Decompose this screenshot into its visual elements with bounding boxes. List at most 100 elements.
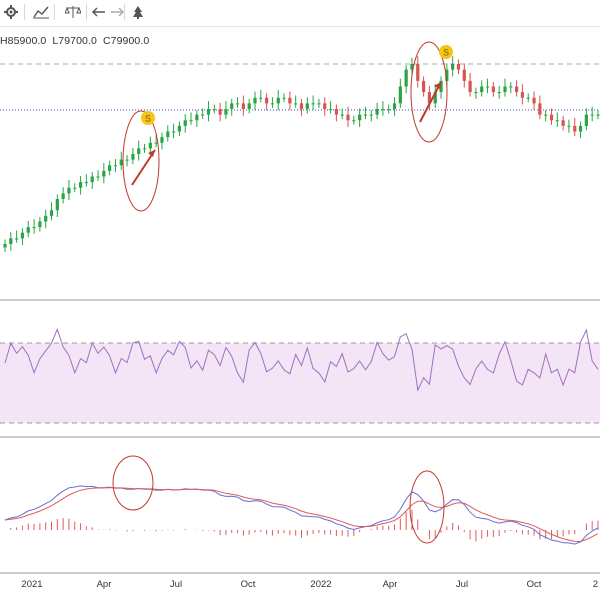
candle-body <box>224 109 228 115</box>
candle-body <box>381 109 385 110</box>
candle-body <box>241 103 245 109</box>
candle-body <box>346 114 350 121</box>
candle-body <box>125 159 129 161</box>
signal-marker[interactable]: S <box>141 111 155 125</box>
candle-body <box>555 120 559 122</box>
candle-body <box>108 165 112 171</box>
candle-body <box>515 86 519 93</box>
alert-tree-icon[interactable] <box>127 2 149 22</box>
compare-scale-icon[interactable] <box>62 2 84 22</box>
candle-body <box>44 215 48 222</box>
candle-body <box>230 103 234 109</box>
trend-arrow-head <box>148 150 155 157</box>
candle-body <box>154 142 158 144</box>
candle-body <box>270 103 275 105</box>
candle-body <box>61 193 65 199</box>
candle-body <box>358 114 362 121</box>
candles-layer <box>3 56 600 252</box>
candle-body <box>421 80 426 93</box>
ohlc-low: L79700.0 <box>52 35 97 47</box>
candle-body <box>433 92 437 104</box>
x-axis-label: Oct <box>527 579 542 590</box>
candle-body <box>561 120 565 126</box>
candle-body <box>15 238 19 240</box>
annotation-ellipse <box>409 470 445 544</box>
candle-body <box>305 103 309 109</box>
candle-body <box>538 103 542 115</box>
signal-marker[interactable]: S <box>439 45 453 59</box>
candle-body <box>90 176 94 183</box>
candle-body <box>201 114 205 116</box>
ohlc-legend: H85900.0 L79700.0 C79900.0 <box>0 35 155 47</box>
undo-icon[interactable] <box>88 2 110 22</box>
candle-body <box>416 64 420 81</box>
trend-arrow <box>419 81 442 123</box>
candle-body <box>526 97 530 99</box>
candle-body <box>282 97 286 99</box>
candle-body <box>142 148 147 150</box>
candle-body <box>3 244 7 248</box>
candle-body <box>177 125 182 132</box>
ohlc-close: C79900.0 <box>102 35 150 47</box>
candle-body <box>323 103 327 109</box>
signal-marker-label: S <box>443 48 449 58</box>
candle-body <box>503 86 507 93</box>
candle-body <box>9 238 13 244</box>
candle-body <box>253 97 257 104</box>
redo-icon[interactable] <box>106 2 128 22</box>
candle-body <box>317 103 321 105</box>
annotation-ellipse <box>112 455 154 511</box>
candle-body <box>131 154 135 160</box>
candle-body <box>340 114 344 116</box>
candle-body <box>410 64 414 70</box>
candle-body <box>549 114 554 121</box>
gear-icon[interactable] <box>0 2 22 22</box>
candle-body <box>171 131 176 133</box>
indicators-icon[interactable] <box>30 2 52 22</box>
candle-body <box>20 232 25 239</box>
candle-body <box>352 120 356 122</box>
candle-body <box>55 199 59 211</box>
x-axis-label: 2021 <box>21 579 42 590</box>
trend-arrow <box>131 149 156 186</box>
candle-body <box>137 148 141 154</box>
candle-body <box>328 109 333 110</box>
candle-body <box>78 182 83 188</box>
candle-body <box>387 109 391 110</box>
candle-body <box>96 176 100 178</box>
candle-body <box>311 103 315 105</box>
candle-body <box>67 187 71 194</box>
macd-layer <box>4 485 599 545</box>
x-axis-label: Apr <box>383 579 398 590</box>
candle-body <box>509 86 513 88</box>
candle-body <box>148 142 152 149</box>
candle-body <box>590 114 594 116</box>
candle-body <box>462 69 466 81</box>
candle-body <box>485 86 490 88</box>
candle-body <box>480 86 484 93</box>
candle-body <box>195 114 199 121</box>
candle-body <box>451 64 455 70</box>
candle-body <box>474 92 478 94</box>
x-axis-label: Apr <box>97 579 112 590</box>
candle-body <box>288 97 292 104</box>
candle-body <box>520 92 525 98</box>
candle-body <box>375 109 379 115</box>
candle-body <box>102 170 106 177</box>
candle-body <box>259 97 263 99</box>
candle-body <box>160 137 164 143</box>
candle-body <box>183 120 187 126</box>
candle-body <box>235 103 240 105</box>
candle-body <box>49 210 54 216</box>
annotation-ellipse <box>122 110 160 212</box>
candle-body <box>265 97 269 104</box>
candle-body <box>445 69 449 81</box>
candle-body <box>334 109 338 115</box>
candle-body <box>32 227 36 229</box>
candle-body <box>584 114 588 126</box>
candle-body <box>276 97 280 104</box>
x-axis-label: Oct <box>241 579 256 590</box>
signal-line <box>4 487 599 543</box>
signal-marker-label: S <box>145 114 151 124</box>
